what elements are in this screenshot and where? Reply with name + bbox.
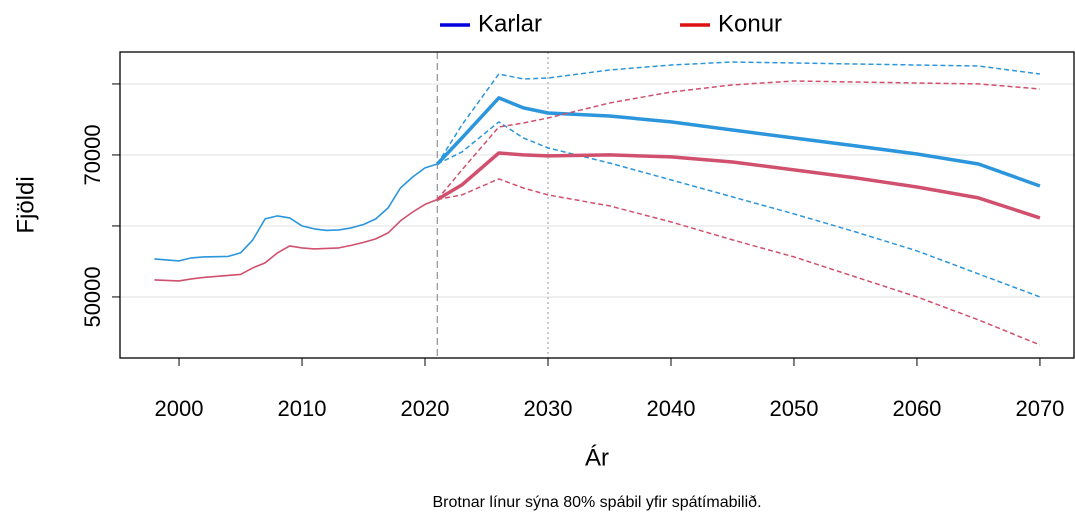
upper-bound — [436, 80, 1040, 200]
history-line — [154, 163, 438, 262]
upper-bound — [436, 61, 1040, 165]
x-tick-label: 2000 — [155, 396, 204, 421]
projection-line — [436, 96, 1041, 188]
x-tick-label: 2040 — [647, 396, 696, 421]
x-tick-label: 2010 — [278, 396, 327, 421]
caption: Brotnar línur sýna 80% spábil yfir spátí… — [432, 494, 761, 511]
lower-bound — [436, 121, 1041, 298]
plot-frame — [119, 51, 1075, 359]
x-tick-label: 2060 — [892, 396, 941, 421]
lower-bound — [437, 178, 1041, 346]
x-tick-label: 2030 — [524, 396, 573, 421]
x-tick-label: 2020 — [401, 396, 450, 421]
x-tick-label: 2050 — [769, 396, 818, 421]
legend-label: Konur — [718, 10, 782, 37]
projection-line — [436, 151, 1041, 220]
x-tick-label: 2070 — [1015, 396, 1064, 421]
legend-label: Karlar — [478, 10, 542, 37]
y-axis-label: Fjöldi — [12, 176, 39, 233]
x-axis-label: Ár — [585, 444, 609, 471]
history-line — [154, 198, 438, 282]
y-tick-label: 50000 — [80, 266, 105, 327]
y-tick-label: 70000 — [80, 124, 105, 185]
